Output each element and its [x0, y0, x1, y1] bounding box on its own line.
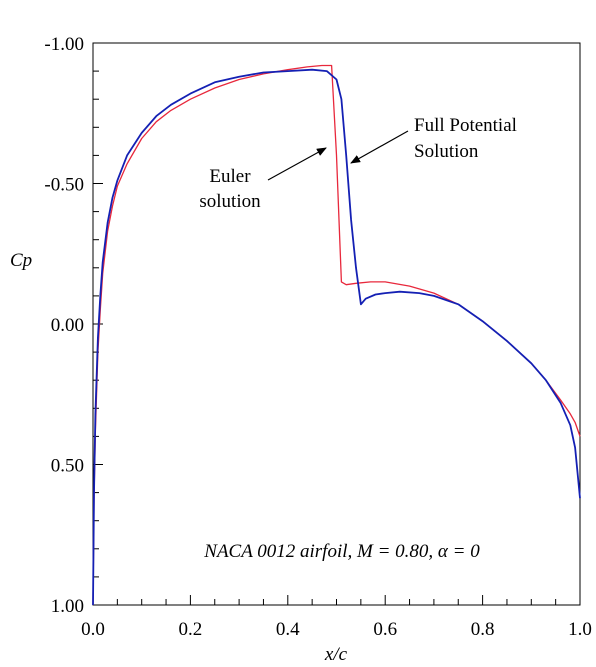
x-tick-label: 0.4	[276, 619, 300, 640]
x-tick-label: 1.0	[568, 619, 592, 640]
x-tick-label: 0.2	[179, 619, 203, 640]
euler-solution-line	[92, 64, 581, 606]
euler-annotation: Euler solution	[199, 147, 327, 212]
x-tick-label: 0.6	[373, 619, 397, 640]
ticks: 0.0 0.2 0.4 0.6 0.8 1.0 -1.00 -0.50 0.00 0.50 1.00	[44, 34, 591, 640]
full-potential-arrow	[350, 130, 409, 164]
y-axis-label: Cp	[10, 250, 32, 271]
y-tick-label: -1.00	[44, 34, 84, 55]
y-tick-label: 0.50	[51, 456, 84, 477]
airfoil-condition-note: NACA 0012 airfoil, M = 0.80, α = 0	[203, 541, 480, 562]
x-axis-label: x/c	[324, 644, 348, 665]
euler-arrow	[267, 147, 327, 181]
full-potential-label-line2: Solution	[414, 141, 479, 162]
x-tick-label: 0.0	[81, 619, 105, 640]
y-tick-label: -0.50	[44, 175, 84, 196]
x-tick-label: 0.8	[471, 619, 495, 640]
full-potential-annotation: Full Potential Solution	[350, 115, 517, 164]
full-potential-label-line1: Full Potential	[414, 115, 517, 136]
euler-label-line2: solution	[199, 191, 261, 212]
y-tick-label: 1.00	[51, 596, 84, 617]
euler-label-line1: Euler	[209, 166, 251, 187]
full-potential-solution-line	[92, 68, 581, 606]
y-tick-label: 0.00	[51, 315, 84, 336]
series	[92, 64, 581, 606]
